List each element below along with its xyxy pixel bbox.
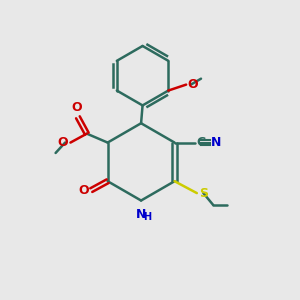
Text: H: H bbox=[143, 212, 152, 222]
Text: O: O bbox=[187, 78, 198, 91]
Text: O: O bbox=[58, 136, 68, 149]
Text: O: O bbox=[71, 101, 82, 114]
Text: N: N bbox=[136, 208, 146, 221]
Text: O: O bbox=[78, 184, 89, 196]
Text: N: N bbox=[211, 136, 221, 149]
Text: S: S bbox=[199, 187, 208, 200]
Text: C: C bbox=[196, 136, 206, 149]
